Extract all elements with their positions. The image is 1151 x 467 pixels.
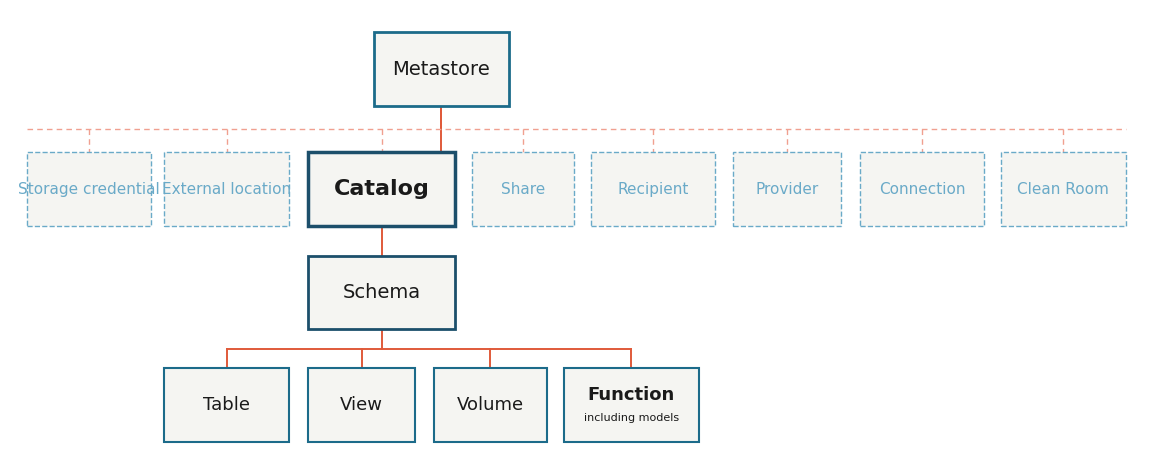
FancyBboxPatch shape — [308, 152, 455, 226]
Text: Metastore: Metastore — [392, 60, 490, 79]
FancyBboxPatch shape — [308, 368, 416, 442]
Text: Clean Room: Clean Room — [1017, 182, 1110, 197]
FancyBboxPatch shape — [564, 368, 700, 442]
Text: View: View — [341, 396, 383, 414]
Text: Table: Table — [203, 396, 250, 414]
FancyBboxPatch shape — [434, 368, 547, 442]
Text: Recipient: Recipient — [617, 182, 688, 197]
Text: Function: Function — [588, 386, 676, 404]
Text: Connection: Connection — [879, 182, 966, 197]
FancyBboxPatch shape — [860, 152, 984, 226]
FancyBboxPatch shape — [374, 32, 510, 106]
FancyBboxPatch shape — [308, 255, 455, 330]
FancyBboxPatch shape — [165, 152, 289, 226]
Text: Provider: Provider — [755, 182, 818, 197]
FancyBboxPatch shape — [733, 152, 840, 226]
Text: Catalog: Catalog — [334, 179, 429, 199]
FancyBboxPatch shape — [1001, 152, 1126, 226]
FancyBboxPatch shape — [165, 368, 289, 442]
Text: External location: External location — [162, 182, 291, 197]
Text: Volume: Volume — [457, 396, 524, 414]
FancyBboxPatch shape — [590, 152, 715, 226]
Text: including models: including models — [584, 413, 679, 424]
Text: Share: Share — [501, 182, 546, 197]
FancyBboxPatch shape — [26, 152, 151, 226]
Text: Schema: Schema — [343, 283, 420, 302]
FancyBboxPatch shape — [472, 152, 574, 226]
Text: Storage credential: Storage credential — [17, 182, 160, 197]
